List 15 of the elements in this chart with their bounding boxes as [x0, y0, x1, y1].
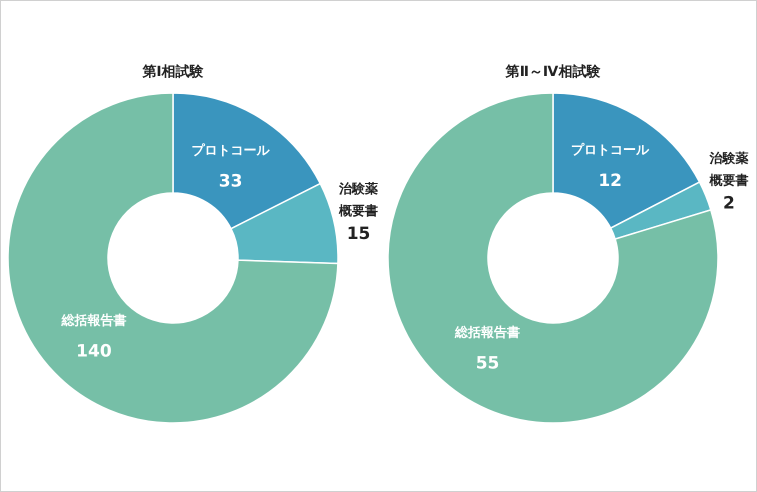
chart-title: 第Ⅱ～Ⅳ相試験: [504, 63, 602, 80]
data-label: 12: [598, 171, 622, 192]
data-label: 55: [476, 353, 500, 374]
donut-slice: [7, 92, 339, 424]
slice-label: 治験薬概要書: [708, 150, 748, 188]
data-label: 2: [723, 193, 735, 214]
data-label: 15: [346, 224, 370, 244]
data-label: 140: [76, 341, 112, 362]
data-label: 33: [218, 171, 242, 192]
slice-label: 治験薬概要書: [338, 181, 378, 220]
slice-label: プロトコール: [571, 142, 650, 158]
slice-label: プロトコール: [192, 142, 271, 158]
slice-label: 総括報告書: [60, 312, 126, 328]
slice-label: 総括報告書: [454, 324, 520, 340]
chart-title: 第Ⅰ相試験: [141, 63, 205, 80]
